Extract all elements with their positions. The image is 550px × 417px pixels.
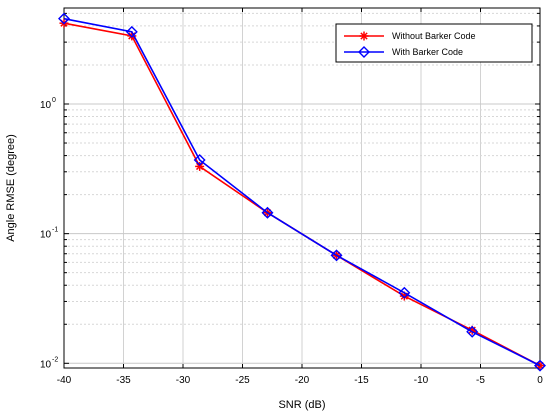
asterisk-marker — [399, 291, 409, 301]
x-tick-label: 0 — [537, 375, 543, 386]
series-line — [63, 17, 541, 367]
y-tick-exponent: -1 — [52, 227, 58, 234]
x-tick-label: -30 — [176, 375, 191, 386]
legend-label: Without Barker Code — [392, 31, 476, 41]
series-group — [58, 12, 546, 372]
diamond-marker — [330, 249, 343, 262]
x-axis-label: SNR (dB) — [278, 399, 325, 411]
x-tick-label: -20 — [295, 375, 310, 386]
diamond-marker — [466, 325, 479, 338]
x-tick-label: -5 — [476, 375, 485, 386]
diamond-marker — [193, 153, 206, 166]
x-tick-label: -25 — [235, 375, 250, 386]
asterisk-stroke — [360, 32, 368, 40]
diamond-marker — [534, 359, 546, 372]
y-tick-label: 10 — [40, 230, 52, 241]
x-tick-label: -40 — [57, 375, 72, 386]
legend: Without Barker Code With Barker Code — [335, 23, 533, 63]
y-tick-exponent: -2 — [52, 356, 58, 363]
legend-box — [335, 23, 533, 63]
x-tick-label: -10 — [414, 375, 429, 386]
x-tick-label: -15 — [354, 375, 369, 386]
diamond-marker — [398, 286, 411, 299]
asterisk-stroke — [195, 162, 204, 171]
y-tick-exponent: 0 — [52, 97, 56, 104]
y-tick-label: 10 — [40, 100, 52, 111]
y-axis-label: Angle RMSE (degree) — [5, 134, 17, 242]
y-tick-label: 10 — [40, 359, 52, 370]
diamond-marker — [261, 206, 274, 219]
x-tick-label: -35 — [116, 375, 131, 386]
asterisk-marker — [359, 31, 369, 41]
diamond-marker — [125, 25, 138, 38]
diamond-marker — [358, 46, 370, 58]
series-with-barker — [58, 12, 546, 372]
legend-label: With Barker Code — [392, 47, 463, 57]
asterisk-marker — [195, 161, 205, 171]
diamond-marker — [58, 12, 70, 25]
